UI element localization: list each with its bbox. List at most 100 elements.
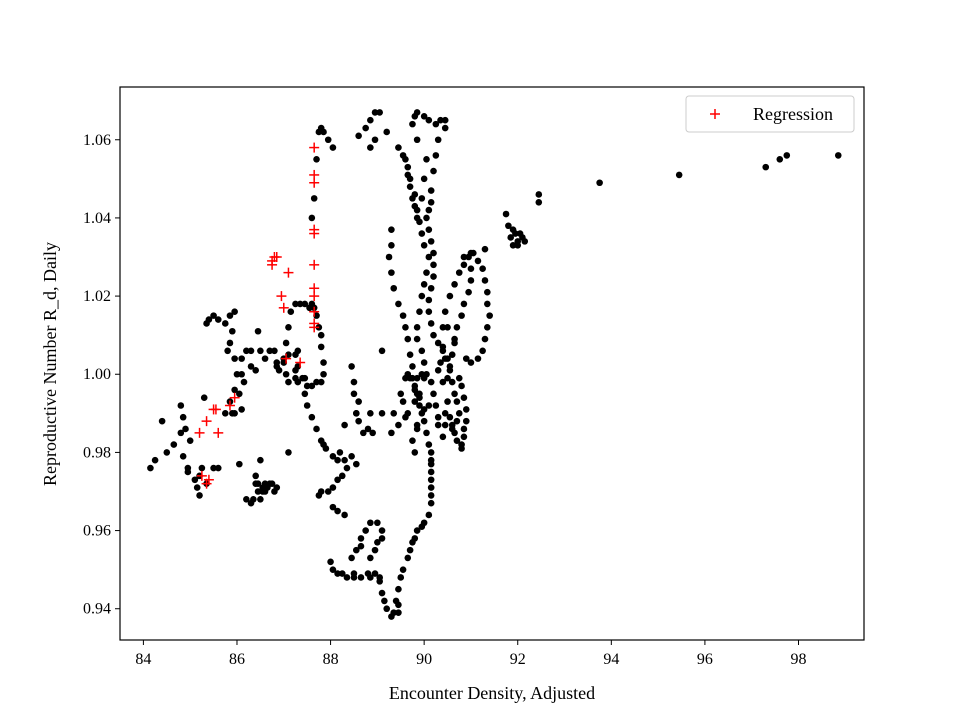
data-point: [434, 136, 442, 144]
data-point: [446, 292, 454, 300]
data-point: [392, 597, 400, 605]
data-point: [338, 472, 346, 480]
x-tick-label: 98: [790, 651, 806, 668]
data-point: [257, 347, 264, 355]
y-tick-label: 1.00: [83, 366, 111, 383]
x-tick-label: 86: [229, 651, 245, 668]
x-tick-label: 90: [416, 651, 432, 668]
y-axis-label: Reproductive Number R_d, Daily: [40, 242, 60, 486]
data-point: [341, 511, 348, 519]
data-point: [371, 136, 379, 144]
data-point: [441, 116, 449, 124]
data-point: [350, 570, 358, 577]
data-point: [182, 425, 189, 433]
data-point: [247, 347, 255, 355]
data-point: [455, 269, 463, 276]
data-point: [427, 484, 435, 491]
data-point: [313, 156, 320, 163]
data-point: [451, 281, 458, 288]
data-point: [320, 370, 327, 378]
data-point: [427, 320, 435, 327]
data-point: [413, 374, 421, 382]
data-point: [430, 249, 437, 257]
data-point: [420, 417, 428, 425]
data-point: [355, 398, 362, 405]
data-point: [147, 464, 154, 472]
data-point: [369, 429, 376, 437]
data-point: [158, 417, 166, 425]
data-point: [224, 347, 231, 355]
data-point: [193, 484, 201, 491]
data-point: [329, 484, 337, 491]
data-point: [484, 288, 491, 296]
data-point: [353, 460, 360, 468]
data-point: [451, 429, 458, 437]
regression-point: [194, 427, 205, 438]
data-point: [257, 456, 264, 464]
data-point: [390, 284, 398, 292]
data-point: [378, 347, 386, 355]
data-point: [451, 339, 458, 347]
data-point: [350, 378, 358, 386]
data-point: [441, 355, 449, 362]
data-point: [406, 351, 414, 359]
data-point: [423, 429, 430, 437]
regression-point: [309, 177, 320, 188]
y-axis: 0.94 0.96 0.98 1.00 1.02 1.04 1.06: [83, 132, 120, 618]
regression-point: [309, 306, 320, 317]
data-point: [378, 589, 386, 597]
data-point: [474, 257, 482, 265]
regression-point: [224, 400, 235, 411]
data-point: [353, 410, 360, 417]
data-point: [357, 535, 365, 542]
data-point: [320, 128, 327, 136]
data-point: [458, 382, 465, 390]
data-point: [378, 535, 386, 542]
data-point: [221, 320, 229, 327]
regression-point: [283, 267, 294, 278]
data-point: [425, 402, 433, 409]
data-point: [315, 492, 323, 499]
data-point: [413, 206, 421, 214]
data-point: [341, 456, 348, 464]
data-point: [448, 421, 456, 429]
data-point: [762, 163, 770, 171]
data-point: [367, 519, 374, 527]
data-point: [350, 390, 358, 398]
data-point: [210, 464, 217, 472]
data-point: [430, 167, 437, 175]
regression-point: [271, 252, 282, 263]
regression-point: [309, 259, 320, 270]
regression-point: [309, 291, 320, 302]
data-point: [425, 511, 433, 519]
data-point: [357, 542, 365, 550]
data-point: [460, 300, 468, 308]
data-point: [374, 519, 381, 527]
data-point: [469, 249, 477, 257]
data-point: [390, 609, 398, 616]
data-point: [439, 378, 447, 386]
data-point: [378, 527, 386, 534]
data-point: [320, 359, 327, 366]
data-point: [441, 124, 449, 132]
data-point: [455, 374, 463, 382]
data-point: [179, 413, 187, 421]
data-point: [226, 339, 234, 347]
data-point: [535, 198, 543, 206]
data-point: [432, 402, 440, 409]
data-point: [437, 359, 444, 366]
data-point: [481, 277, 489, 284]
data-point: [427, 476, 435, 484]
data-point: [430, 390, 437, 398]
y-tick-label: 0.98: [83, 444, 111, 461]
data-point: [179, 453, 187, 460]
regression-point: [201, 416, 212, 427]
data-point: [355, 417, 362, 425]
data-point: [303, 402, 311, 409]
data-point: [243, 496, 250, 503]
x-tick-label: 94: [603, 651, 619, 668]
data-point: [509, 226, 517, 233]
data-point: [294, 347, 302, 355]
data-point: [460, 253, 468, 261]
